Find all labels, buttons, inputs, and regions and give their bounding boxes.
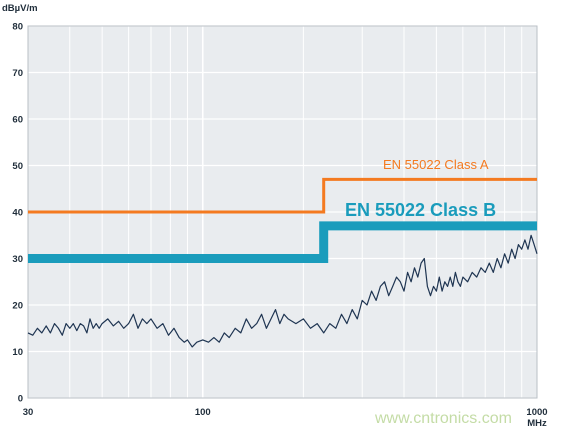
x-tick-label: 100	[195, 407, 211, 418]
x-axis-ticks: 30 100 1000	[23, 407, 548, 418]
y-axis-ticks: 0 10 20 30 40 50 60 70 80	[12, 22, 23, 405]
y-tick-label: 60	[12, 115, 23, 126]
class-b-label: EN 55022 Class B	[345, 200, 496, 220]
y-tick-label: 50	[12, 161, 23, 172]
y-tick-label: 30	[12, 254, 23, 265]
y-tick-label: 40	[12, 208, 23, 219]
watermark: www.cntronics.com	[374, 410, 512, 427]
measurement-line	[27, 234, 538, 348]
x-tick-label: 1000	[526, 407, 547, 418]
x-axis-label: MHz	[527, 418, 547, 429]
y-axis-label: dBµV/m	[2, 3, 38, 14]
y-tick-label: 0	[18, 394, 23, 405]
class-a-label: EN 55022 Class A	[383, 157, 489, 172]
y-tick-label: 10	[12, 347, 23, 358]
y-tick-label: 80	[12, 22, 23, 33]
x-tick-label: 30	[23, 407, 34, 418]
class-b-limit-line	[28, 221, 537, 263]
y-tick-label: 70	[12, 68, 23, 79]
class-a-limit-line	[28, 177, 537, 214]
y-tick-label: 20	[12, 301, 23, 312]
